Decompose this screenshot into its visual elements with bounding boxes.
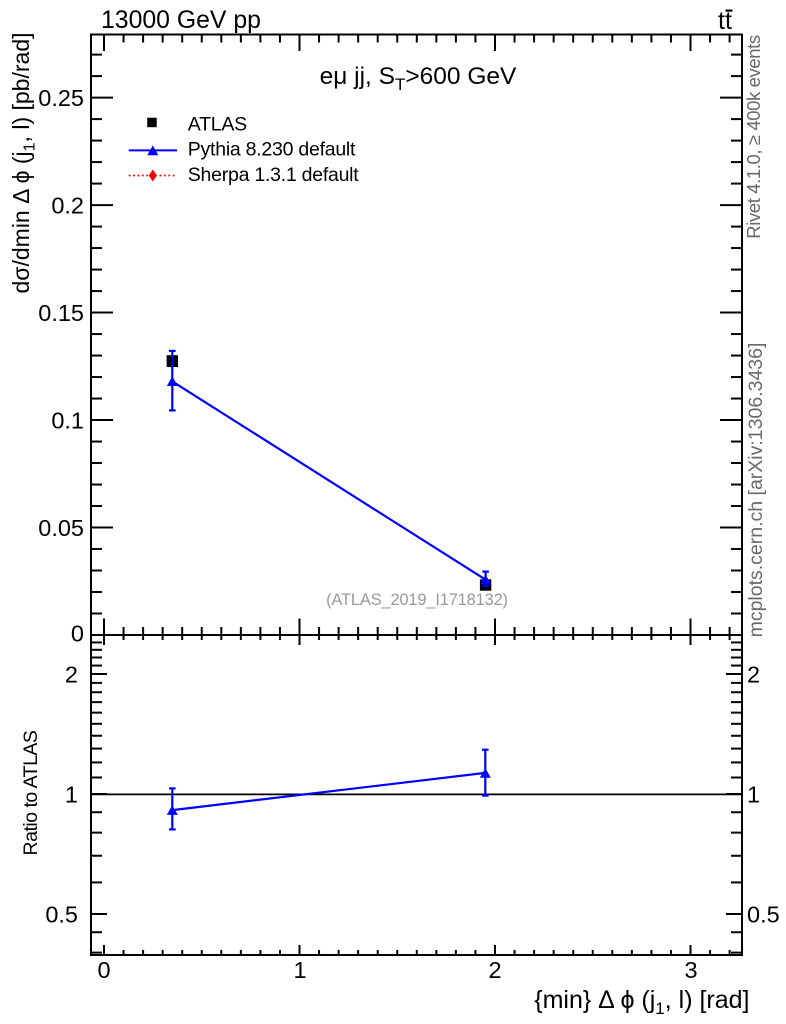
- svg-text:ATLAS: ATLAS: [188, 113, 247, 135]
- svg-text:0: 0: [71, 620, 84, 646]
- svg-text:0.5: 0.5: [45, 902, 78, 928]
- svg-text:(ATLAS_2019_I1718132): (ATLAS_2019_I1718132): [326, 591, 508, 609]
- svg-text:Sherpa 1.3.1 default: Sherpa 1.3.1 default: [188, 164, 359, 186]
- svg-text:0.5: 0.5: [747, 902, 780, 928]
- svg-text:Ratio to ATLAS: Ratio to ATLAS: [20, 730, 42, 855]
- svg-text:3: 3: [684, 957, 697, 983]
- svg-text:0.15: 0.15: [38, 300, 84, 326]
- svg-text:0.2: 0.2: [51, 193, 84, 219]
- svg-text:Rivet 4.1.0, ≥ 400k events: Rivet 4.1.0, ≥ 400k events: [743, 35, 764, 239]
- svg-text:1: 1: [65, 782, 78, 808]
- svg-text:1: 1: [747, 782, 760, 808]
- svg-text:2: 2: [747, 662, 760, 688]
- svg-text:2: 2: [488, 957, 501, 983]
- svg-text:0.05: 0.05: [38, 515, 84, 541]
- svg-text:eμ jj, ST>600 GeV: eμ jj, ST>600 GeV: [320, 63, 517, 94]
- svg-text:13000 GeV pp: 13000 GeV pp: [101, 7, 261, 34]
- svg-text:dσ/dmin Δ ϕ (j1, l) [pb/rad]: dσ/dmin Δ ϕ (j1, l) [pb/rad]: [8, 33, 39, 294]
- svg-text:mcplots.cern.ch [arXiv:1306.34: mcplots.cern.ch [arXiv:1306.3436]: [745, 343, 767, 638]
- svg-text:0: 0: [97, 957, 110, 983]
- svg-text:0.25: 0.25: [38, 85, 84, 111]
- svg-text:2: 2: [65, 662, 78, 688]
- svg-text:{min} Δ ϕ (j1, l) [rad]: {min} Δ ϕ (j1, l) [rad]: [534, 986, 749, 1018]
- svg-text:0.1: 0.1: [51, 408, 84, 434]
- svg-text:1: 1: [293, 957, 306, 983]
- svg-text:Pythia 8.230 default: Pythia 8.230 default: [188, 139, 356, 161]
- svg-text:tt: tt: [718, 7, 732, 35]
